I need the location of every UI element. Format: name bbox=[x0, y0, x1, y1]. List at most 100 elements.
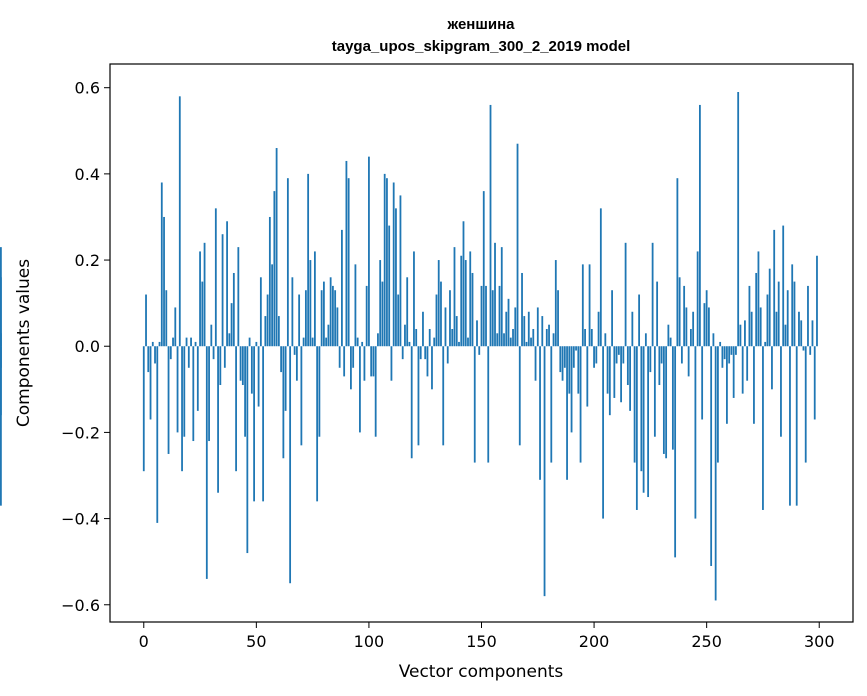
y-tick-label: 0.4 bbox=[75, 165, 100, 184]
bar bbox=[237, 247, 240, 347]
bar bbox=[183, 346, 186, 437]
bar bbox=[325, 337, 328, 347]
bar bbox=[572, 346, 575, 368]
bar bbox=[804, 346, 807, 463]
bar bbox=[791, 264, 794, 347]
bar bbox=[721, 346, 724, 368]
bar bbox=[687, 346, 690, 377]
bar bbox=[732, 346, 735, 398]
bar bbox=[568, 346, 571, 394]
bars bbox=[0, 92, 818, 601]
bar bbox=[771, 346, 773, 390]
bar bbox=[163, 216, 165, 347]
bar bbox=[482, 191, 485, 347]
bar bbox=[741, 346, 744, 394]
bar bbox=[588, 264, 591, 347]
bar bbox=[717, 346, 719, 463]
bar bbox=[548, 324, 550, 347]
bar bbox=[793, 281, 796, 347]
bar bbox=[284, 346, 287, 411]
bar bbox=[516, 143, 519, 347]
bar bbox=[496, 333, 499, 347]
bar bbox=[341, 229, 343, 347]
bar bbox=[647, 346, 650, 498]
bar bbox=[275, 148, 278, 347]
bar bbox=[753, 346, 755, 424]
bar bbox=[415, 328, 418, 347]
chart-subtitle: tayga_upos_skipgram_300_2_2019 model bbox=[332, 38, 631, 55]
bar bbox=[683, 285, 686, 347]
bar bbox=[624, 242, 627, 347]
bar bbox=[460, 255, 463, 347]
bar bbox=[295, 346, 298, 381]
bar bbox=[626, 346, 629, 386]
bar bbox=[563, 346, 566, 368]
bar bbox=[644, 333, 647, 347]
bar bbox=[291, 277, 294, 347]
bar bbox=[608, 346, 611, 416]
bar bbox=[689, 328, 692, 347]
bar bbox=[766, 294, 769, 347]
bar bbox=[656, 281, 659, 347]
y-tick-label: 0.6 bbox=[75, 79, 100, 98]
bar bbox=[286, 178, 289, 347]
bar bbox=[512, 328, 514, 347]
bar bbox=[379, 260, 382, 347]
bar bbox=[505, 311, 508, 347]
bar bbox=[313, 251, 316, 347]
bar bbox=[597, 311, 600, 347]
bar bbox=[257, 346, 260, 407]
bar bbox=[640, 346, 643, 472]
bar bbox=[773, 229, 776, 347]
bar bbox=[192, 346, 195, 442]
bar bbox=[205, 346, 208, 579]
bar bbox=[147, 346, 150, 373]
bar bbox=[518, 346, 521, 446]
bar bbox=[606, 346, 609, 394]
bar bbox=[671, 346, 674, 450]
bar bbox=[232, 272, 235, 347]
bar bbox=[210, 324, 213, 347]
bar bbox=[500, 247, 503, 347]
bar bbox=[372, 346, 375, 377]
bar bbox=[759, 307, 762, 347]
bar bbox=[336, 307, 339, 347]
bar bbox=[223, 346, 226, 368]
y-tick-label: 0.2 bbox=[75, 251, 100, 270]
bar bbox=[692, 311, 695, 347]
bar bbox=[255, 341, 258, 347]
bar bbox=[449, 290, 451, 347]
bar bbox=[361, 341, 364, 347]
y-tick-label: −0.6 bbox=[61, 596, 100, 615]
bar bbox=[584, 328, 586, 347]
bar bbox=[473, 346, 476, 463]
bar bbox=[455, 316, 458, 347]
bar bbox=[602, 346, 604, 519]
x-tick-label: 100 bbox=[354, 632, 385, 651]
bar bbox=[250, 346, 253, 394]
bar bbox=[669, 337, 672, 347]
bar bbox=[557, 290, 559, 347]
bar bbox=[638, 294, 641, 347]
bar bbox=[755, 272, 758, 347]
bar bbox=[417, 346, 420, 446]
bar bbox=[190, 337, 192, 347]
bar bbox=[451, 328, 454, 347]
bar bbox=[807, 285, 809, 347]
bar bbox=[464, 260, 467, 347]
bar bbox=[302, 337, 305, 347]
bar bbox=[194, 341, 197, 347]
bar bbox=[798, 311, 800, 347]
bar bbox=[469, 251, 472, 347]
bar bbox=[151, 341, 154, 347]
bar bbox=[149, 346, 152, 420]
bar bbox=[318, 346, 321, 437]
bar bbox=[730, 346, 733, 355]
bar bbox=[365, 285, 368, 347]
bar bbox=[214, 208, 217, 347]
bar bbox=[577, 346, 580, 394]
bar bbox=[142, 346, 145, 472]
bar bbox=[244, 346, 246, 437]
bar bbox=[167, 346, 170, 454]
bar bbox=[158, 341, 161, 347]
